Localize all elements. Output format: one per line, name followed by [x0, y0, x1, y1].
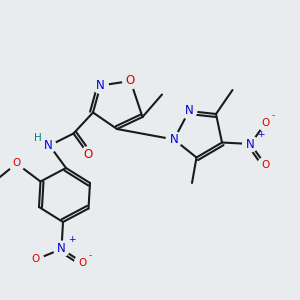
- Text: N: N: [169, 133, 178, 146]
- Circle shape: [28, 252, 44, 267]
- Text: N: N: [57, 242, 66, 256]
- Text: O: O: [261, 160, 270, 170]
- Circle shape: [258, 115, 273, 131]
- Circle shape: [9, 156, 24, 171]
- Circle shape: [75, 255, 90, 270]
- Circle shape: [40, 138, 56, 153]
- Text: O: O: [126, 74, 135, 88]
- Circle shape: [54, 241, 69, 257]
- Text: N: N: [184, 104, 194, 118]
- Text: N: N: [44, 139, 52, 152]
- Text: O: O: [32, 254, 40, 265]
- Circle shape: [81, 147, 96, 162]
- Text: +: +: [68, 236, 76, 244]
- Circle shape: [123, 73, 138, 89]
- Circle shape: [258, 157, 273, 173]
- Text: O: O: [84, 148, 93, 161]
- Text: O: O: [78, 257, 87, 268]
- Text: N: N: [96, 79, 105, 92]
- Text: N: N: [246, 137, 255, 151]
- Text: H: H: [34, 133, 42, 143]
- Circle shape: [166, 132, 182, 147]
- Text: +: +: [257, 130, 265, 140]
- Circle shape: [93, 78, 108, 93]
- Circle shape: [243, 136, 258, 152]
- Text: -: -: [88, 251, 92, 260]
- Text: O: O: [12, 158, 21, 169]
- Text: -: -: [272, 112, 275, 121]
- Circle shape: [181, 103, 197, 119]
- Text: O: O: [261, 118, 270, 128]
